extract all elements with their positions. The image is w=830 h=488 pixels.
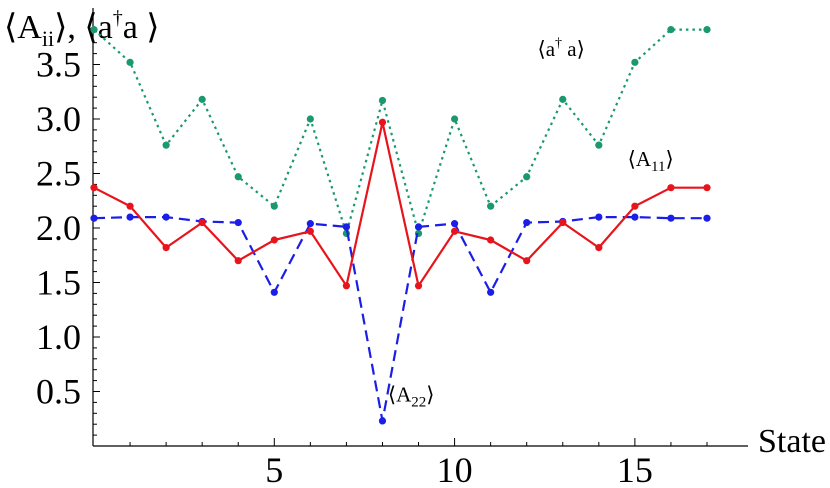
data-point [162, 213, 170, 221]
series-line [93, 121, 707, 287]
data-point [523, 257, 531, 265]
series-label: ⟨A22⟩ [388, 382, 435, 410]
data-point [595, 213, 603, 221]
data-point [487, 202, 495, 210]
data-point [667, 214, 675, 222]
y-tick-label: 0.5 [36, 372, 81, 412]
data-point [667, 26, 675, 34]
data-point [90, 214, 98, 222]
data-point [703, 26, 711, 34]
data-point [342, 282, 351, 290]
data-point [414, 282, 423, 290]
y-tick-label: 2.0 [36, 208, 81, 248]
x-tick-label: 15 [617, 450, 653, 488]
data-point [162, 244, 170, 252]
y-tick-label: 1.5 [36, 263, 81, 303]
data-point [270, 202, 278, 210]
data-point [631, 213, 639, 221]
data-point [559, 218, 567, 227]
data-point [162, 141, 170, 149]
data-point [198, 218, 206, 227]
series-group [90, 26, 711, 425]
data-point [595, 141, 603, 149]
y-tick-label: 1.0 [36, 317, 81, 357]
data-point [378, 96, 387, 105]
data-point [90, 184, 98, 192]
data-point [487, 236, 495, 244]
data-point [126, 213, 134, 221]
data-point [631, 202, 639, 210]
data-point [595, 244, 603, 252]
data-point [234, 218, 242, 227]
data-point [270, 236, 278, 244]
data-point [703, 214, 711, 222]
data-point [523, 173, 531, 181]
data-point [126, 202, 134, 210]
data-point [559, 95, 567, 103]
data-point [667, 184, 675, 192]
data-point [198, 95, 206, 103]
axes: 0.5 1.0 1.5 2.0 2.5 3.0 3.5 5 10 15 State ⟨Aii⟩, ⟨a… [4, 7, 826, 488]
series-label: ⟨a† a⟩ [538, 36, 585, 61]
data-point [631, 58, 639, 66]
data-point [306, 220, 314, 228]
x-tick-label: 5 [265, 450, 283, 488]
data-point [450, 115, 459, 123]
data-point [270, 288, 278, 296]
x-tick-label: 10 [437, 450, 473, 488]
y-tick-label: 3.0 [36, 99, 81, 139]
series-label: ⟨A11⟩ [628, 147, 674, 175]
data-point [234, 173, 242, 181]
data-point [487, 288, 495, 296]
y-axis-title: ⟨Aii⟩, ⟨a†a ⟩ [4, 7, 160, 51]
data-point [126, 58, 134, 66]
data-point [703, 184, 711, 192]
series-dashed [90, 213, 711, 425]
data-point [450, 227, 459, 235]
y-tick-label: 2.5 [36, 154, 81, 194]
data-point [378, 417, 387, 425]
data-point [450, 220, 459, 228]
data-point [306, 227, 314, 235]
data-point [234, 257, 242, 265]
series-line [93, 216, 707, 422]
x-axis-title: State [758, 423, 826, 460]
y-tick-label: 3.5 [36, 45, 81, 85]
data-point [378, 118, 387, 126]
data-point [414, 223, 423, 231]
series-solid [90, 118, 711, 290]
data-point [523, 218, 531, 227]
labels-group: ⟨a† a⟩ ⟨A11⟩ ⟨A22⟩ [388, 36, 674, 411]
data-point [90, 26, 98, 34]
data-point [342, 223, 351, 231]
data-point [306, 115, 314, 123]
